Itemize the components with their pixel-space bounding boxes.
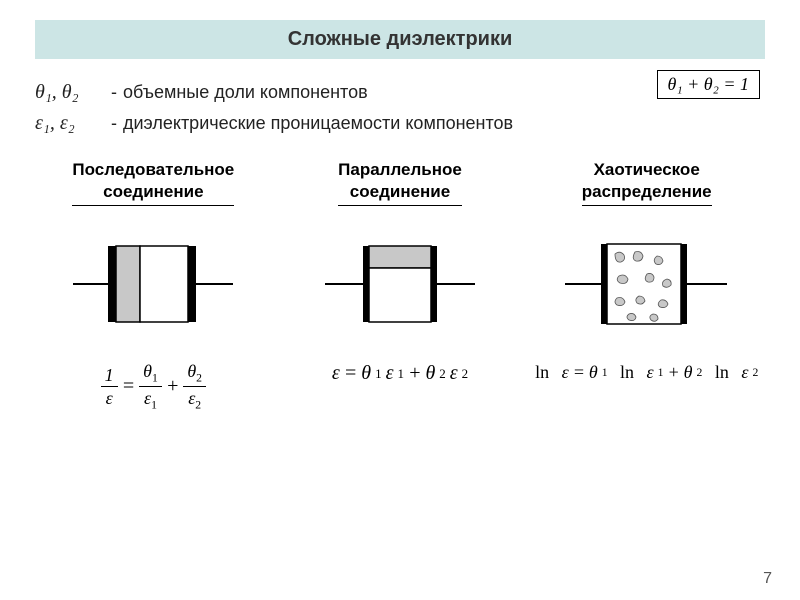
dash: - [111,82,117,103]
chaotic-formula: ln ε = θ1 ln ε1 + θ2 ln ε2 [528,362,765,383]
chaotic-diagram [528,224,765,344]
definitions-block: θ₁, θ₂ - объемные доли компонентов ε₁, ε… [35,81,765,135]
columns-row: Последовательное соединение 1ε = θ1ε1 + [35,159,765,412]
series-title: Последовательное соединение [72,159,234,206]
dash: - [111,113,117,134]
theta-symbols: θ₁, θ₂ [35,81,95,104]
chaotic-title: Хаотическое распределение [582,159,712,206]
series-formula: 1ε = θ1ε1 + θ2ε2 [35,362,272,412]
col-series: Последовательное соединение 1ε = θ1ε1 + [35,159,272,412]
col-parallel: Параллельное соединение ε = θ1ε1 + θ2ε2 [282,159,519,412]
parallel-formula: ε = θ1ε1 + θ2ε2 [282,362,519,385]
theta-text: объемные доли компонентов [123,82,368,103]
series-diagram [35,224,272,344]
chaotic-svg [557,234,737,334]
page-number: 7 [763,570,772,588]
eps-symbols: ε₁, ε₂ [35,112,95,135]
parallel-diagram [282,224,519,344]
def-theta: θ₁, θ₂ - объемные доли компонентов [35,81,765,104]
parallel-svg [315,234,485,334]
constraint-equation: θ₁ + θ₂ = 1 [657,70,761,99]
series-svg [68,234,238,334]
col-chaotic: Хаотическое распределение [528,159,765,412]
eps-text: диэлектрические проницаемости компоненто… [123,113,513,134]
def-eps: ε₁, ε₂ - диэлектрические проницаемости к… [35,112,765,135]
slide-title: Сложные диэлектрики [35,20,765,59]
parallel-title: Параллельное соединение [338,159,462,206]
